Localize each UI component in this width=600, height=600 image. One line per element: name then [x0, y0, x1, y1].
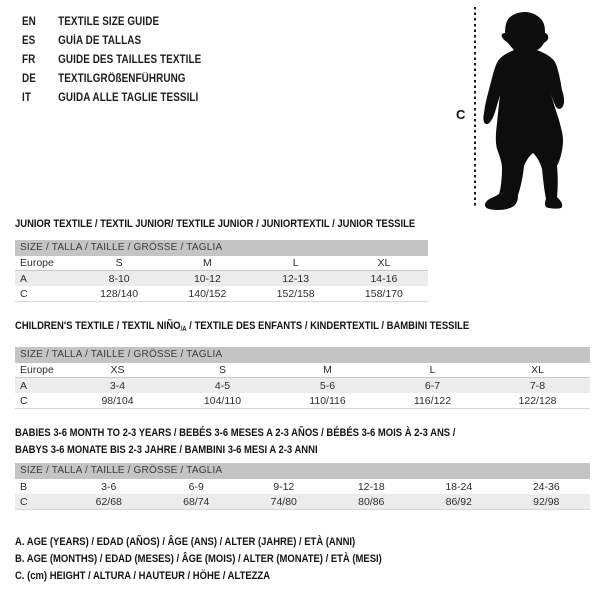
table-cell: 4-5 [214, 379, 231, 392]
language-title: TEXTILE SIZE GUIDE [58, 16, 160, 28]
language-list: EN TEXTILE SIZE GUIDE ES GUÍA DE TALLAS … [22, 13, 231, 108]
height-measure-dashed-line [474, 7, 476, 208]
table-cell: S [218, 364, 226, 376]
table-row: B 3-6 6-9 9-12 12-18 18-24 24-36 [15, 479, 590, 494]
table-cell: 140/152 [188, 287, 227, 300]
junior-size-table: SIZE / TALLA / TAILLE / GRÖSSE / TAGLIA E… [15, 240, 428, 302]
row-label: Europe [20, 257, 54, 269]
table-cell: S [115, 257, 123, 269]
table-cell: 80/86 [358, 495, 385, 508]
table-cell: XS [110, 364, 125, 376]
table-cell: 62/68 [95, 495, 122, 508]
section-title-line2: BABYS 3-6 MONATE BIS 2-3 JAHRE / BAMBINI… [15, 444, 318, 456]
children-size-table: SIZE / TALLA / TAILLE / GRÖSSE / TAGLIA E… [15, 347, 590, 409]
table-cell: XL [531, 364, 544, 376]
table-cell: 12-13 [282, 272, 310, 285]
section-title-babies: BABIES 3-6 MONTH TO 2-3 YEARS / BEBÉS 3-… [15, 425, 527, 459]
table-cell: 8-10 [108, 272, 130, 285]
language-code: IT [22, 92, 31, 104]
footnote-a: A. AGE (YEARS) / EDAD (AÑOS) / ÂGE (ANS)… [15, 536, 356, 548]
section-title-junior: JUNIOR TEXTILE / TEXTIL JUNIOR/ TEXTILE … [15, 216, 480, 233]
table-cell: 104/110 [203, 394, 242, 407]
table-cell: 128/140 [100, 287, 139, 300]
table-cell: 12-18 [357, 480, 385, 493]
table-row: Europe XS S M L XL [15, 363, 590, 378]
language-row: FR GUIDE DES TAILLES TEXTILE [22, 51, 201, 70]
table-cell: 6-9 [188, 480, 204, 493]
table-cell: 152/158 [276, 287, 315, 300]
language-row: ES GUÍA DE TALLAS [22, 32, 201, 51]
section-title-text: CHILDREN'S TEXTILE / TEXTIL NIÑO/A / TEX… [15, 318, 469, 338]
table-cell: M [203, 257, 212, 269]
row-label: C [20, 394, 28, 407]
title-part: / TEXTILE DES ENFANTS / KINDERTEXTIL / B… [186, 320, 470, 332]
table-header-bar: SIZE / TALLA / TAILLE / GRÖSSE / TAGLIA [15, 240, 428, 256]
row-label: Europe [20, 364, 54, 376]
table-cell: 3-6 [101, 480, 117, 493]
table-cell: 116/122 [413, 394, 452, 407]
title-part: CHILDREN'S TEXTILE / TEXTIL NIÑO [15, 320, 181, 332]
section-title-text: JUNIOR TEXTILE / TEXTIL JUNIOR/ TEXTILE … [15, 218, 416, 230]
table-header-bar: SIZE / TALLA / TAILLE / GRÖSSE / TAGLIA [15, 347, 590, 363]
table-cell: 158/170 [364, 287, 403, 300]
footnote-c: C. (cm) HEIGHT / ALTURA / HAUTEUR / HÖHE… [15, 570, 271, 582]
language-row: EN TEXTILE SIZE GUIDE [22, 13, 201, 32]
language-title: GUIDE DES TAILLES TEXTILE [58, 54, 202, 66]
table-row: Europe S M L XL [15, 256, 428, 271]
table-cell: 3-4 [109, 379, 126, 392]
section-title-children: CHILDREN'S TEXTILE / TEXTIL NIÑO/A / TEX… [15, 318, 543, 338]
table-cell: 9-12 [273, 480, 295, 493]
table-cell: 68/74 [183, 495, 210, 508]
height-measure-label: C [456, 107, 466, 122]
row-label: A [20, 272, 28, 285]
babies-size-table: SIZE / TALLA / TAILLE / GRÖSSE / TAGLIA B… [15, 463, 590, 510]
table-row: A 8-10 10-12 12-13 14-16 [15, 271, 428, 286]
table-cell: XL [377, 257, 391, 269]
language-title: GUIDA ALLE TAGLIE TESSILI [58, 92, 199, 104]
table-cell: 6-7 [424, 379, 441, 392]
table-cell: M [323, 364, 332, 376]
language-row: IT GUIDA ALLE TAGLIE TESSILI [22, 89, 201, 108]
table-cell: 14-16 [370, 272, 398, 285]
table-row: C 62/68 68/74 74/80 80/86 86/92 92/98 [15, 494, 590, 509]
table-cell: 92/98 [533, 495, 560, 508]
table-cell: L [429, 364, 436, 376]
table-cell: 74/80 [270, 495, 297, 508]
table-row: C 128/140 140/152 152/158 158/170 [15, 286, 428, 301]
toddler-silhouette-icon [483, 12, 565, 210]
table-cell: 110/116 [309, 394, 346, 407]
language-code: DE [22, 73, 36, 85]
language-title: TEXTILGRÖßENFÜHRUNG [58, 73, 186, 85]
table-cell: 122/128 [518, 394, 557, 407]
table-cell: 98/104 [101, 394, 134, 407]
table-cell: 5-6 [319, 379, 336, 392]
table-cell: 7-8 [529, 379, 546, 392]
table-cell: 24-36 [532, 480, 560, 493]
table-cell: 86/92 [445, 495, 472, 508]
footnote-b: B. AGE (MONTHS) / EDAD (MESES) / ÂGE (MO… [15, 553, 382, 565]
language-code: ES [22, 35, 36, 47]
table-row: C 98/104 104/110 110/116 116/122 122/128 [15, 393, 590, 408]
footnotes: A. AGE (YEARS) / EDAD (AÑOS) / ÂGE (ANS)… [15, 534, 442, 585]
row-label: C [20, 287, 28, 300]
table-cell: 10-12 [193, 272, 221, 285]
language-title: GUÍA DE TALLAS [58, 35, 142, 47]
table-header-bar: SIZE / TALLA / TAILLE / GRÖSSE / TAGLIA [15, 463, 590, 479]
title-subscript: /A [180, 326, 187, 333]
row-label: B [20, 480, 28, 493]
language-row: DE TEXTILGRÖßENFÜHRUNG [22, 70, 201, 89]
row-label: A [20, 379, 28, 392]
table-cell: L [292, 257, 299, 269]
row-label: C [20, 495, 28, 508]
language-code: EN [22, 16, 36, 28]
table-cell: 18-24 [445, 480, 473, 493]
language-code: FR [22, 54, 36, 66]
section-title-line1: BABIES 3-6 MONTH TO 2-3 YEARS / BEBÉS 3-… [15, 427, 456, 439]
table-row: A 3-4 4-5 5-6 6-7 7-8 [15, 378, 590, 393]
